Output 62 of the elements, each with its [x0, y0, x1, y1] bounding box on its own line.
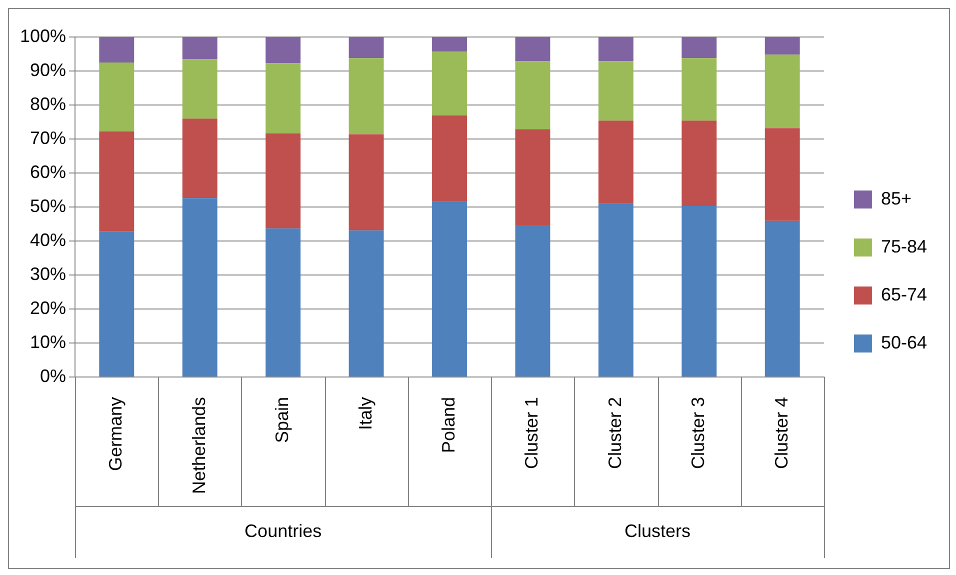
legend-label: 85+ — [880, 188, 912, 208]
bar — [682, 120, 717, 206]
y-tick-label: 20% — [30, 298, 66, 318]
bar — [515, 37, 550, 62]
bar — [432, 202, 467, 376]
bar — [182, 198, 218, 376]
bar — [432, 52, 467, 116]
y-tick-label: 70% — [30, 128, 66, 148]
y-tick-label: 50% — [30, 196, 66, 216]
x-tick-label: Cluster 2 — [604, 396, 625, 469]
bar — [99, 132, 134, 232]
bar — [266, 37, 301, 64]
bar — [348, 58, 384, 134]
bar — [764, 54, 800, 128]
bar — [99, 231, 134, 376]
bar — [182, 118, 218, 198]
bar — [266, 133, 301, 228]
x-tick-label: Germany — [106, 396, 126, 471]
y-tick-label: 30% — [30, 264, 66, 284]
bar — [515, 61, 550, 130]
y-tick-label: 60% — [30, 162, 66, 182]
bar — [764, 220, 800, 376]
bar — [266, 63, 301, 134]
y-tick-label: 80% — [30, 94, 66, 114]
bar — [764, 37, 800, 55]
bar — [348, 134, 384, 230]
legend-label: 50-64 — [880, 332, 928, 352]
bar — [515, 224, 550, 376]
y-tick-label: 100% — [20, 26, 66, 46]
bar — [598, 204, 634, 376]
bar — [348, 37, 384, 58]
x-tick-label: Netherlands — [188, 396, 209, 494]
y-tick-label: 0% — [40, 366, 66, 386]
y-tick-label: 40% — [30, 230, 66, 250]
bar — [348, 230, 384, 376]
bar — [598, 120, 634, 204]
bar — [598, 37, 634, 62]
bar — [682, 206, 717, 376]
bar — [99, 37, 134, 62]
bar — [432, 37, 467, 52]
bar — [682, 37, 717, 58]
x-tick-label: Cluster 4 — [771, 396, 792, 469]
text: Countries — [244, 520, 322, 541]
y-tick-label: 90% — [30, 60, 66, 80]
bar — [515, 129, 550, 225]
text: Clusters — [624, 520, 691, 541]
bar — [99, 62, 134, 132]
bar — [682, 58, 717, 121]
x-tick-label: Cluster 3 — [688, 396, 708, 469]
x-tick-label: Poland — [438, 396, 458, 454]
bar — [182, 59, 218, 119]
x-tick-label: Italy — [355, 396, 376, 430]
bar — [598, 61, 634, 121]
bar — [764, 128, 800, 221]
bar — [182, 37, 218, 60]
y-tick-label: 10% — [30, 332, 66, 352]
legend-label: 65-74 — [880, 284, 928, 304]
bar — [266, 228, 301, 376]
x-tick-label: Cluster 1 — [522, 396, 542, 469]
legend-label: 75-84 — [880, 236, 928, 256]
bar — [432, 116, 467, 202]
x-tick-label: Spain — [272, 396, 292, 443]
